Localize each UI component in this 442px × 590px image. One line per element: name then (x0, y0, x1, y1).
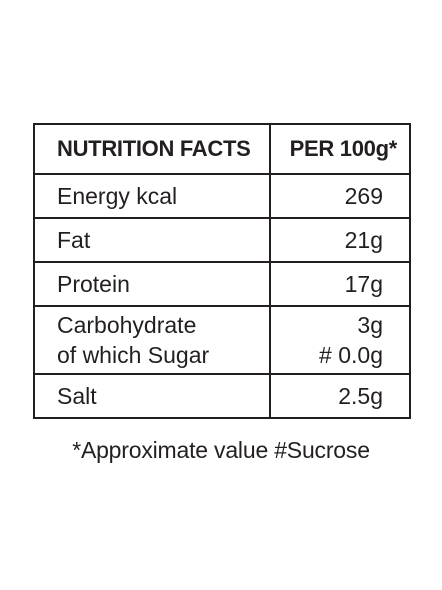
nutrient-value-cell: 3g # 0.0g (269, 305, 411, 375)
nutrient-value: 2.5g (269, 373, 411, 419)
nutrient-label: Protein (33, 261, 271, 307)
nutrient-label: Energy kcal (33, 173, 271, 219)
nutrient-subvalue: # 0.0g (319, 342, 383, 368)
table-header-row: NUTRITION FACTS PER 100g* (33, 123, 411, 175)
table-row-protein: Protein 17g (33, 261, 411, 307)
nutrient-sublabel: of which Sugar (57, 342, 210, 368)
header-per-100g: PER 100g* (269, 123, 411, 175)
nutrient-label: Fat (33, 217, 271, 263)
table-row-fat: Fat 21g (33, 217, 411, 263)
nutrient-value: 3g (357, 312, 383, 338)
nutrient-value: 21g (269, 217, 411, 263)
table-row-salt: Salt 2.5g (33, 373, 411, 419)
footnote: *Approximate value #Sucrose (72, 437, 370, 463)
nutrition-facts-table: NUTRITION FACTS PER 100g* Energy kcal 26… (33, 123, 411, 419)
nutrient-label: Carbohydrate (57, 312, 197, 338)
table-row-carbohydrate: Carbohydrate of which Sugar 3g # 0.0g (33, 305, 411, 375)
nutrient-label-cell: Carbohydrate of which Sugar (33, 305, 271, 375)
nutrient-label: Salt (33, 373, 271, 419)
table-row-energy: Energy kcal 269 (33, 173, 411, 219)
nutrient-value: 269 (269, 173, 411, 219)
nutrient-value: 17g (269, 261, 411, 307)
header-label: NUTRITION FACTS (33, 123, 271, 175)
